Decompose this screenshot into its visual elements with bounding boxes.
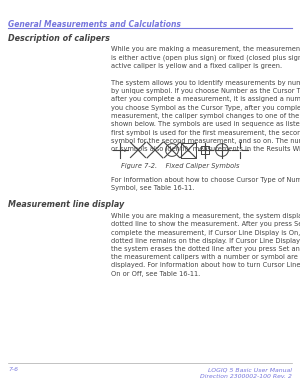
Text: Figure 7-2.    Fixed Caliper Symbols: Figure 7-2. Fixed Caliper Symbols xyxy=(121,163,239,169)
Text: LOGIQ 5 Basic User Manual
Direction 2300002-100 Rev. 2: LOGIQ 5 Basic User Manual Direction 2300… xyxy=(200,367,292,379)
Text: The system allows you to identify measurements by number or
by unique symbol. If: The system allows you to identify measur… xyxy=(111,80,300,152)
Text: Measurement line display: Measurement line display xyxy=(8,200,124,209)
Text: While you are making a measurement, the measurement caliper
is either active (op: While you are making a measurement, the … xyxy=(111,46,300,69)
Text: General Measurements and Calculations: General Measurements and Calculations xyxy=(8,20,181,29)
Text: While you are making a measurement, the system displays a
dotted line to show th: While you are making a measurement, the … xyxy=(111,213,300,277)
Text: Description of calipers: Description of calipers xyxy=(8,34,110,43)
Text: For information about how to choose Cursor Type of Number or
Symbol, see Table 1: For information about how to choose Curs… xyxy=(111,177,300,191)
Text: 7-6: 7-6 xyxy=(8,367,18,372)
